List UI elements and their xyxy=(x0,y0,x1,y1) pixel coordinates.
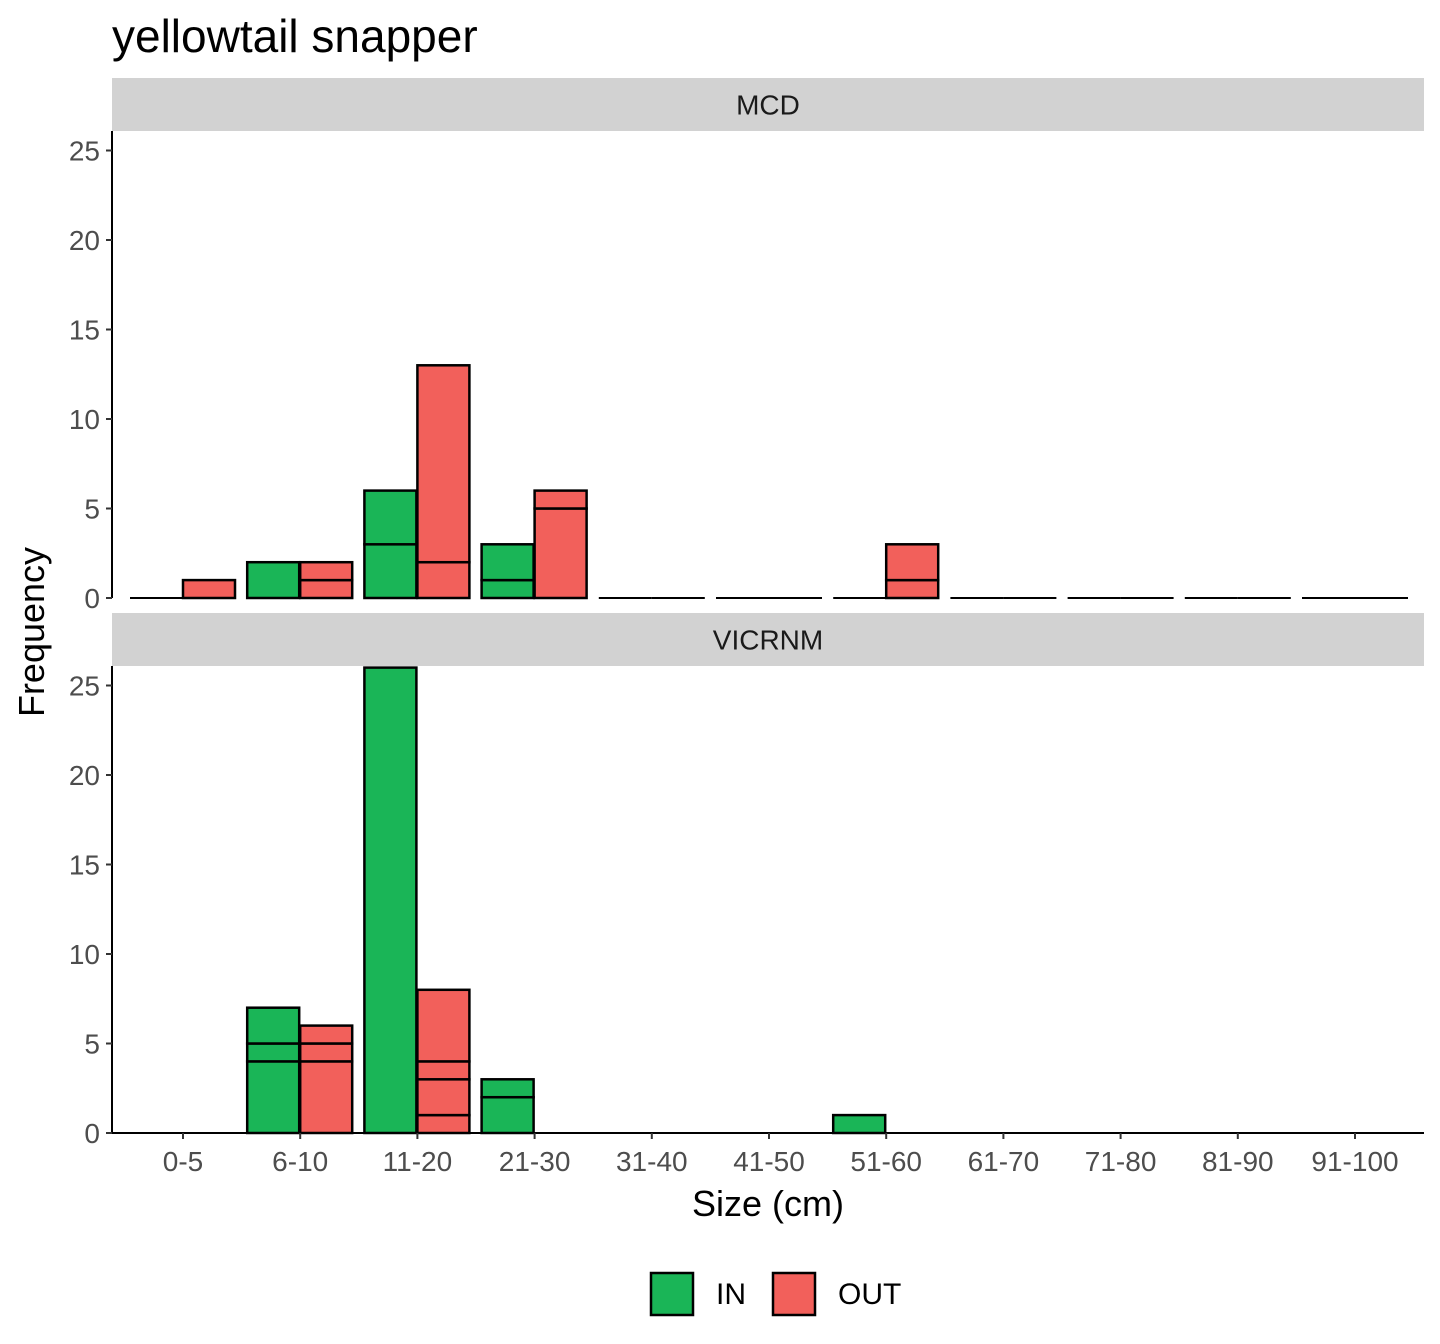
chart-title: yellowtail snapper xyxy=(112,10,478,62)
y-tick-label: 0 xyxy=(84,1118,100,1149)
y-axis-title: Frequency xyxy=(11,547,52,717)
x-tick-label: 31-40 xyxy=(616,1146,688,1177)
bar-out-segment xyxy=(298,560,354,582)
bar-in-segment xyxy=(363,543,418,600)
y-tick-label: 25 xyxy=(69,136,100,167)
bar-out-segment xyxy=(298,1060,354,1135)
facet-strip xyxy=(112,78,1424,131)
bar-out-segment xyxy=(181,578,237,600)
bar-out-segment xyxy=(416,988,471,1063)
facet-panel: MCD 0 5 10 15 20 25 xyxy=(69,78,1424,614)
legend-key-in xyxy=(649,1271,695,1317)
x-tick-label: 81-90 xyxy=(1202,1146,1274,1177)
bar-out-segment xyxy=(416,1060,471,1081)
bar-in-segment xyxy=(831,1113,887,1135)
bar-in-segment xyxy=(480,1078,535,1099)
bars xyxy=(130,666,1408,1135)
x-tick-label: 21-30 xyxy=(499,1146,571,1177)
legend-label-in: IN xyxy=(716,1278,746,1311)
x-axis-title: Size (cm) xyxy=(692,1183,844,1224)
bar-in-segment xyxy=(480,543,535,582)
x-tick-label: 11-20 xyxy=(383,1146,453,1177)
bar-in-segment xyxy=(480,1095,535,1135)
y-tick-label: 20 xyxy=(69,225,100,256)
bar-out-segment xyxy=(533,489,588,510)
bar-out-segment xyxy=(298,1024,354,1045)
x-tick-label: 41-50 xyxy=(733,1146,805,1177)
y-tick-label: 25 xyxy=(69,671,100,702)
facet-panels: MCD 0 5 10 15 20 25 VICRNM 0 5 10 15 20 25 0-5 6-10 11-2… xyxy=(69,78,1424,1177)
bar-out-segment xyxy=(416,1078,471,1117)
x-tick-label: 0-5 xyxy=(163,1146,203,1177)
bar-out-segment xyxy=(533,507,588,600)
bar-out-segment xyxy=(884,543,940,582)
bar-in-segment xyxy=(245,1006,301,1045)
bar-in-segment xyxy=(245,1042,301,1063)
bar-out-segment xyxy=(298,578,354,600)
x-tick-label: 6-10 xyxy=(272,1146,328,1177)
legend-key-out xyxy=(771,1271,817,1317)
legend: IN OUT xyxy=(649,1271,901,1317)
bar-out-segment xyxy=(416,1113,471,1135)
facet-strip xyxy=(112,613,1424,666)
bar-out-segment xyxy=(416,364,471,564)
bar-in-segment xyxy=(363,489,418,546)
facet-strip-label: VICRNM xyxy=(713,625,823,656)
x-tick-label: 71-80 xyxy=(1085,1146,1157,1177)
y-tick-label: 15 xyxy=(69,315,100,346)
bar-out-segment xyxy=(884,578,940,600)
legend-label-out: OUT xyxy=(838,1278,901,1311)
x-tick-label: 91-100 xyxy=(1311,1146,1398,1177)
facet-strip-label: MCD xyxy=(736,90,800,121)
y-tick-label: 20 xyxy=(69,760,100,791)
bar-in-segment xyxy=(480,578,535,600)
facet-panel: VICRNM 0 5 10 15 20 25 0-5 6-10 11-20 21-30 31-40 41… xyxy=(69,613,1424,1177)
y-tick-label: 5 xyxy=(84,494,100,525)
bar-in-segment xyxy=(245,560,301,600)
bar-out-segment xyxy=(298,1042,354,1063)
bars xyxy=(130,364,1408,600)
y-tick-label: 10 xyxy=(69,939,100,970)
y-tick-label: 5 xyxy=(84,1029,100,1060)
bar-out-segment xyxy=(416,560,471,600)
bar-in-segment xyxy=(363,666,418,1135)
y-tick-label: 0 xyxy=(84,583,100,614)
bar-in-segment xyxy=(245,1060,301,1135)
y-tick-label: 10 xyxy=(69,404,100,435)
y-tick-label: 15 xyxy=(69,850,100,881)
x-tick-label: 61-70 xyxy=(968,1146,1040,1177)
x-tick-label: 51-60 xyxy=(850,1146,922,1177)
